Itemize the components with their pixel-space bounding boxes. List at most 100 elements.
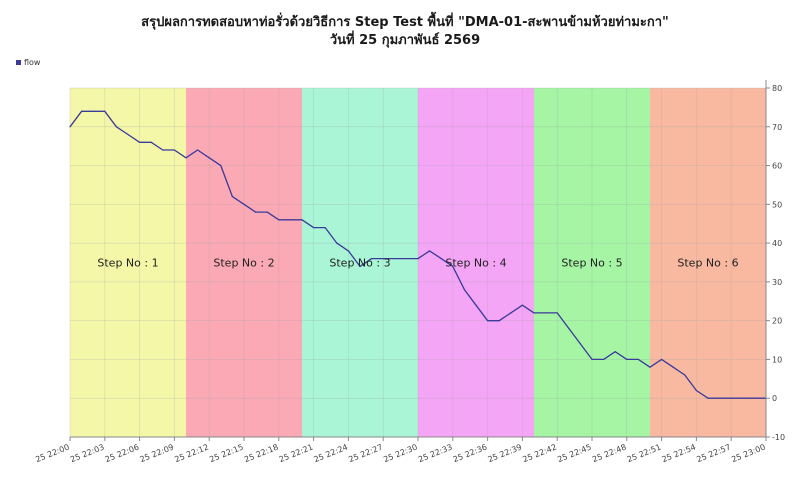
x-tick-label: 25 22:15 xyxy=(208,443,245,465)
series-layer xyxy=(69,110,767,399)
x-tick-label: 25 22:48 xyxy=(591,443,628,465)
data-point xyxy=(139,141,141,143)
data-point xyxy=(614,351,616,353)
data-point xyxy=(336,242,338,244)
x-tick-label: 25 22:21 xyxy=(278,443,315,465)
step-label-6: Step No : 6 xyxy=(677,257,738,270)
data-point xyxy=(127,133,129,136)
data-point xyxy=(81,110,83,112)
data-point xyxy=(730,397,732,399)
data-point xyxy=(533,312,535,314)
data-point xyxy=(185,157,187,159)
data-point xyxy=(521,304,524,306)
data-point xyxy=(568,327,570,330)
data-point xyxy=(208,157,210,159)
x-tick-label: 25 22:39 xyxy=(487,443,524,465)
data-point xyxy=(371,258,373,260)
data-point xyxy=(498,320,500,322)
x-tick-label: 25 22:24 xyxy=(313,443,350,465)
legend-label-flow: flow xyxy=(24,58,41,67)
x-tick-label: 25 22:06 xyxy=(104,443,141,465)
data-point xyxy=(417,258,419,260)
data-point xyxy=(255,211,257,213)
data-point xyxy=(69,126,71,128)
x-tick-label: 25 22:51 xyxy=(626,443,663,465)
data-point xyxy=(545,312,547,314)
y-tick-label: 60 xyxy=(772,162,782,171)
data-point xyxy=(115,126,117,128)
data-point xyxy=(475,304,477,306)
step-labels: Step No : 1 Step No : 2 Step No : 3 Step No… xyxy=(97,257,738,270)
x-tick-label: 25 22:45 xyxy=(556,443,593,465)
x-tick-label: 25 22:09 xyxy=(139,443,176,465)
y-tick-label: 0 xyxy=(772,394,777,403)
data-point xyxy=(684,374,686,376)
data-point xyxy=(104,110,106,112)
data-point xyxy=(603,358,605,361)
data-point xyxy=(197,149,199,151)
data-point xyxy=(591,358,593,361)
chart-title-block: สรุปผลการทดสอบหาท่อรั่วด้วยวิธีการ Step … xyxy=(0,14,810,50)
x-tick-label: 25 22:27 xyxy=(347,443,384,465)
data-point xyxy=(672,366,674,368)
step-label-1: Step No : 1 xyxy=(97,257,158,270)
data-point xyxy=(243,203,245,205)
x-tick-label: 25 22:18 xyxy=(243,443,280,465)
data-point xyxy=(440,258,442,260)
step-band-3 xyxy=(302,88,418,437)
data-point xyxy=(266,211,268,213)
y-tick-label: 10 xyxy=(772,355,782,364)
data-point xyxy=(405,258,407,260)
step-band-6 xyxy=(650,88,766,437)
step-label-5: Step No : 5 xyxy=(561,257,622,270)
data-point xyxy=(742,397,744,399)
data-point xyxy=(220,164,222,167)
data-point xyxy=(487,320,489,322)
data-point xyxy=(719,397,721,399)
data-point xyxy=(301,219,303,221)
data-point xyxy=(429,250,431,252)
step-label-2: Step No : 2 xyxy=(213,257,274,270)
step-label-3: Step No : 3 xyxy=(329,257,390,270)
data-point xyxy=(695,389,698,392)
data-point xyxy=(278,219,280,221)
y-tick-label: 30 xyxy=(772,278,782,287)
y-tick-label: 50 xyxy=(772,200,782,209)
data-point xyxy=(452,265,454,267)
data-point xyxy=(313,227,315,229)
data-point xyxy=(661,358,663,361)
x-tick-label: 25 22:36 xyxy=(452,443,489,465)
data-point xyxy=(231,195,233,198)
x-tick-label: 25 22:03 xyxy=(69,443,106,465)
data-point xyxy=(347,250,349,252)
step-band-1 xyxy=(70,88,186,437)
chart-title: สรุปผลการทดสอบหาท่อรั่วด้วยวิธีการ Step … xyxy=(141,15,669,30)
data-point xyxy=(359,265,361,267)
data-point xyxy=(637,358,640,361)
data-point xyxy=(289,219,291,221)
data-point xyxy=(382,258,384,260)
x-tick-label: 25 22:42 xyxy=(521,443,558,465)
x-tick-label: 25 22:57 xyxy=(695,443,732,465)
chart-subtitle: วันที่ 25 กุมภาพันธ์ 2569 xyxy=(329,33,481,48)
data-point xyxy=(707,397,709,399)
y-tick-label: 20 xyxy=(772,317,782,326)
data-point xyxy=(162,149,164,151)
chart-legend: flow xyxy=(16,58,40,67)
data-point xyxy=(324,227,326,229)
x-tick-label: 25 22:30 xyxy=(382,443,419,465)
data-point xyxy=(510,312,512,314)
step-band-5 xyxy=(534,88,650,437)
data-point xyxy=(556,312,558,314)
x-tick-label: 25 22:12 xyxy=(173,443,210,465)
legend-swatch xyxy=(16,60,21,65)
step-label-4: Step No : 4 xyxy=(445,257,506,270)
step-band-2 xyxy=(186,88,302,437)
data-point xyxy=(150,141,152,143)
data-point xyxy=(626,358,628,361)
data-point xyxy=(463,289,465,291)
grid-lines xyxy=(69,87,767,438)
data-point xyxy=(753,397,756,399)
step-bands xyxy=(70,88,766,437)
